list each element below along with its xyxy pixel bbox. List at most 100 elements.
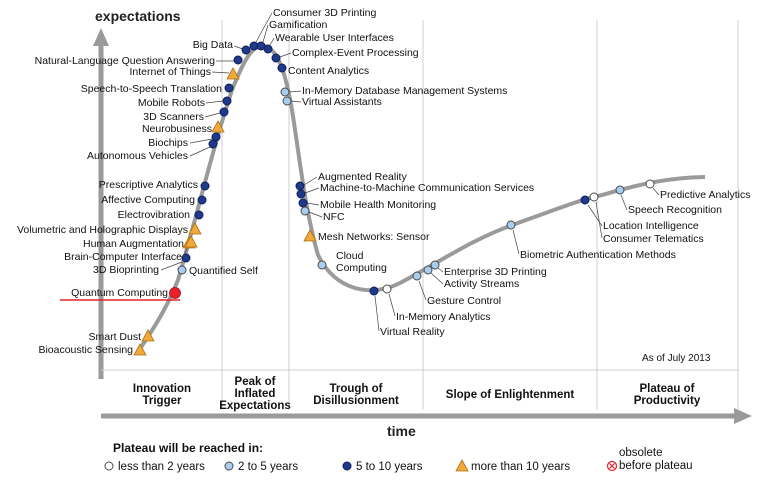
marker-darkblue [222,96,232,106]
marker-darkblue [277,63,287,73]
phase-label: Innovation Trigger [133,383,191,407]
technology-predictive-analytics: Predictive Analytics [645,179,750,201]
marker-lightblue [412,271,422,281]
leader-line [160,261,183,271]
leader-line [189,138,213,144]
technology-electrovibration: Electrovibration [118,209,204,221]
technology-label: Speech Recognition [628,204,722,216]
technology-label: Internet of Things [129,66,211,78]
technology-in-memory-database-management-systems: In-Memory Database Management Systems [280,85,507,97]
technology-3d-scanners: 3D Scanners [143,107,229,123]
technology-label: Speech-to-Speech Translation [81,83,222,95]
marker-triangle [188,222,202,235]
technology-consumer-telematics: Consumer Telematics [589,192,704,245]
technology-label: Enterprise 3D Printing [444,266,547,278]
technology-label: Smart Dust [88,331,141,343]
technology-label: Augmented Reality [318,171,407,183]
technology-label: Big Data [193,39,233,51]
technology-autonomous-vehicles: Autonomous Vehicles [87,139,218,162]
technology-augmented-reality: Augmented Reality [295,171,407,191]
marker-darkblue [219,107,229,117]
leader-line [306,202,320,206]
legend-item-2-to-5-years: 2 to 5 years [224,461,298,473]
phase-label: Slope of Enlightenment [446,389,575,401]
leader-line [290,100,302,103]
obsolete-x-icon [609,463,615,469]
leader-line [233,45,244,50]
marker-lightblue [177,265,187,275]
technology-human-augmentation: Human Augmentation [83,235,198,250]
x-axis-title: time [387,423,416,439]
leader-line [512,229,520,255]
technology-label: Neurobusiness [142,123,212,135]
technology-consumer-3d-printing: Consumer 3D Printing [249,7,376,51]
technology-in-memory-analytics: In-Memory Analytics [382,284,491,323]
phase-label: Trough of Disillusionment [313,383,399,407]
leader-line [262,24,269,43]
marker-white [382,284,392,294]
technology-label: Virtual Assistants [302,96,382,108]
technology-speech-recognition: Speech Recognition [615,185,722,216]
y-axis-arrow-icon [93,28,109,46]
legend-marker-lightblue [224,461,234,471]
technology-label: Mobile Robots [138,97,205,109]
marker-darkblue [181,253,191,263]
legend-label: 2 to 5 years [238,461,298,473]
technology-speech-to-speech-translation: Speech-to-Speech Translation [81,83,234,95]
marker-lightblue [280,87,290,97]
technology-label: Brain-Computer Interface [64,251,182,263]
technology-label: Wearable User Interfaces [275,32,394,44]
technology-activity-streams: Activity Streams [423,265,519,290]
legend-marker-darkblue [342,461,352,471]
technology-prescriptive-analytics: Prescriptive Analytics [99,179,210,191]
marker-darkblue [194,210,204,220]
technology-label: Volumetric and Holographic Displays [17,224,188,236]
technology-neurobusiness: Neurobusiness [142,120,225,135]
legend-item-more-than-10-years: more than 10 years [455,459,570,473]
legend-marker-triangle [455,459,469,472]
technology-content-analytics: Content Analytics [277,63,369,77]
technology-quantum-computing: Quantum Computing [71,287,181,299]
technology-label: Cloud Computing [336,250,387,274]
phase-label: Plateau of Productivity [634,383,701,407]
technology-label: Quantified Self [189,265,258,277]
marker-darkblue [241,45,251,55]
legend-item-5-to-10-years: 5 to 10 years [342,461,423,473]
marker-lightblue [317,260,327,270]
technology-label: Location Intelligence [603,220,699,232]
legend-item-less-than-2-years: less than 2 years [104,461,205,473]
phase-label: Peak of Inflated Expectations [219,376,291,412]
technology-gesture-control: Gesture Control [412,271,501,307]
technology-label: Virtual Reality [380,326,445,338]
technology-enterprise-3d-printing: Enterprise 3D Printing [430,260,547,278]
technology-mesh-networks-sensor: Mesh Networks: Sensor [303,229,430,243]
leader-line [418,280,427,301]
technology-label: Biochips [148,137,188,149]
technology-nfc: NFC [300,206,345,223]
marker-darkblue [369,286,379,296]
technology-internet-of-things: Internet of Things [129,66,240,80]
marker-darkblue [295,181,305,191]
marker-highlight [169,287,181,299]
technology-label: Natural-Language Question Answering [35,55,216,67]
marker-lightblue [430,260,440,270]
technology-label: Machine-to-Machine Communication Service… [320,182,534,194]
legend-marker-white [104,461,114,471]
marker-lightblue [282,96,292,106]
x-axis-arrow-icon [734,408,752,424]
leader-line [652,187,660,196]
technology-volumetric-and-holographic-displays: Volumetric and Holographic Displays [17,222,202,236]
technology-label: Complex-Event Processing [292,47,419,59]
marker-darkblue [580,195,590,205]
marker-darkblue [197,195,207,205]
leader-line [303,176,318,186]
legend-title: Plateau will be reached in: [113,441,263,455]
technology-natural-language-question-answering: Natural-Language Question Answering [35,55,243,67]
technology-virtual-reality: Virtual Reality [369,286,445,338]
technology-label: Quantum Computing [71,287,168,299]
leader-line [182,246,189,258]
marker-triangle [211,120,225,133]
technology-bioacoustic-sensing: Bioacoustic Sensing [38,343,147,356]
marker-lightblue [615,185,625,195]
